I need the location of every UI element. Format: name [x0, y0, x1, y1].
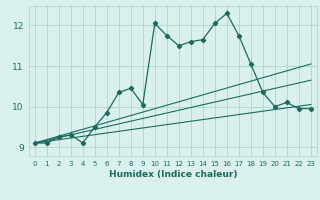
- X-axis label: Humidex (Indice chaleur): Humidex (Indice chaleur): [108, 170, 237, 179]
